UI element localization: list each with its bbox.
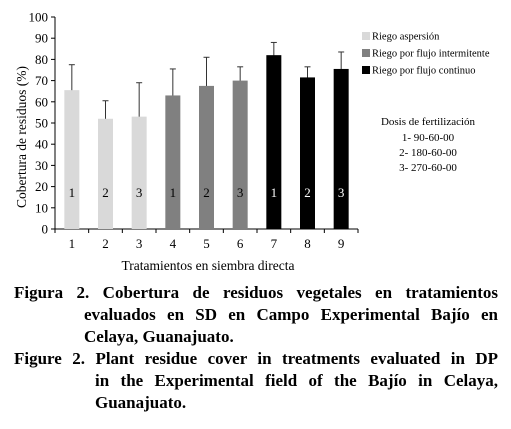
caption-en-line-1: Figure 2. Plant residue cover in treatme…: [14, 349, 498, 368]
legend-swatch: [362, 32, 370, 40]
bar-label: 2: [304, 185, 311, 200]
x-tick-label: 3: [136, 236, 143, 251]
x-tick-label: 1: [69, 236, 76, 251]
x-tick-label: 2: [102, 236, 109, 251]
bar: [131, 116, 147, 229]
bar-label: 3: [237, 185, 244, 200]
x-tick-label: 5: [203, 236, 210, 251]
bar-label: 1: [69, 185, 76, 200]
caption-es-line-1: Figura 2. Cobertura de residuos vegetale…: [14, 283, 498, 302]
caption-spanish: Figura 2. Cobertura de residuos vegetale…: [14, 282, 498, 348]
legend-item: Riego por flujo continuo: [362, 66, 476, 77]
bar-label: 1: [170, 185, 177, 200]
x-tick-label: 6: [237, 236, 244, 251]
bar: [64, 90, 80, 229]
x-axis: 1 2 3 4 5 6 7 8 9: [54, 228, 359, 251]
bar: [266, 55, 282, 229]
legend-label: Riego aspersión: [372, 32, 440, 43]
y-tick-label: 80: [35, 52, 48, 67]
bar: [232, 80, 248, 229]
x-tick-label: 9: [338, 236, 345, 251]
legend-item: Riego aspersión: [362, 32, 440, 43]
fertilization-annotation: Dosis de fertilización 1- 90-60-00 2- 18…: [381, 116, 476, 174]
legend-label: Riego por flujo intermitente: [372, 49, 490, 60]
annotation-title: Dosis de fertilización: [381, 116, 476, 128]
bar: [165, 95, 181, 229]
legend-item: Riego por flujo intermitente: [362, 49, 490, 60]
bar-labels: 1 2 3 1 2 3 1 2 3: [69, 185, 345, 200]
y-tick-label: 0: [42, 222, 49, 237]
bar: [199, 85, 214, 230]
bar-label: 1: [271, 185, 278, 200]
caption-english: Figure 2. Plant residue cover in treatme…: [14, 348, 498, 414]
annotation-line-1: 1- 90-60-00: [402, 132, 455, 144]
bar: [300, 77, 315, 229]
annotation-line-3: 3- 270-60-00: [399, 162, 457, 174]
legend-label: Riego por flujo continuo: [372, 66, 476, 77]
annotation-line-2: 2- 180-60-00: [399, 147, 457, 159]
bars: [64, 55, 349, 230]
y-tick-label: 70: [35, 73, 48, 88]
caption-en-line-3: Guanajuato.: [95, 393, 187, 412]
y-tick-label: 20: [35, 179, 48, 194]
bar-label: 3: [338, 185, 345, 200]
y-tick-label: 60: [35, 94, 48, 109]
legend-swatch: [362, 49, 370, 57]
bar-label: 3: [136, 185, 143, 200]
caption-es-line-2: evaluados en SD en Campo Experimental Ba…: [84, 305, 498, 324]
y-tick-label: 90: [35, 31, 48, 46]
y-tick-label: 10: [35, 200, 48, 215]
bar: [98, 118, 113, 229]
bar-label: 2: [102, 185, 109, 200]
legend-swatch: [362, 66, 370, 74]
legend: Riego aspersión Riego por flujo intermite…: [362, 32, 490, 77]
y-axis: 0 10 20 30 40 50 60 70 80 90 100: [29, 10, 56, 237]
caption-en-line-2: in the Experimental field of the Bajío i…: [95, 371, 498, 390]
y-tick-label: 40: [35, 137, 48, 152]
caption-es-line-3: Celaya, Guanajuato.: [84, 327, 234, 346]
bar: [333, 68, 349, 229]
x-tick-label: 8: [304, 236, 311, 251]
x-tick-label: 7: [271, 236, 278, 251]
y-axis-title: Cobertura de residuos (%): [14, 66, 29, 208]
x-tick-label: 4: [170, 236, 177, 251]
x-axis-title: Tratamientos en siembra directa: [121, 258, 294, 273]
bar-label: 2: [203, 185, 210, 200]
y-tick-label: 50: [35, 116, 48, 131]
y-tick-label: 30: [35, 158, 48, 173]
y-tick-label: 100: [29, 10, 49, 25]
